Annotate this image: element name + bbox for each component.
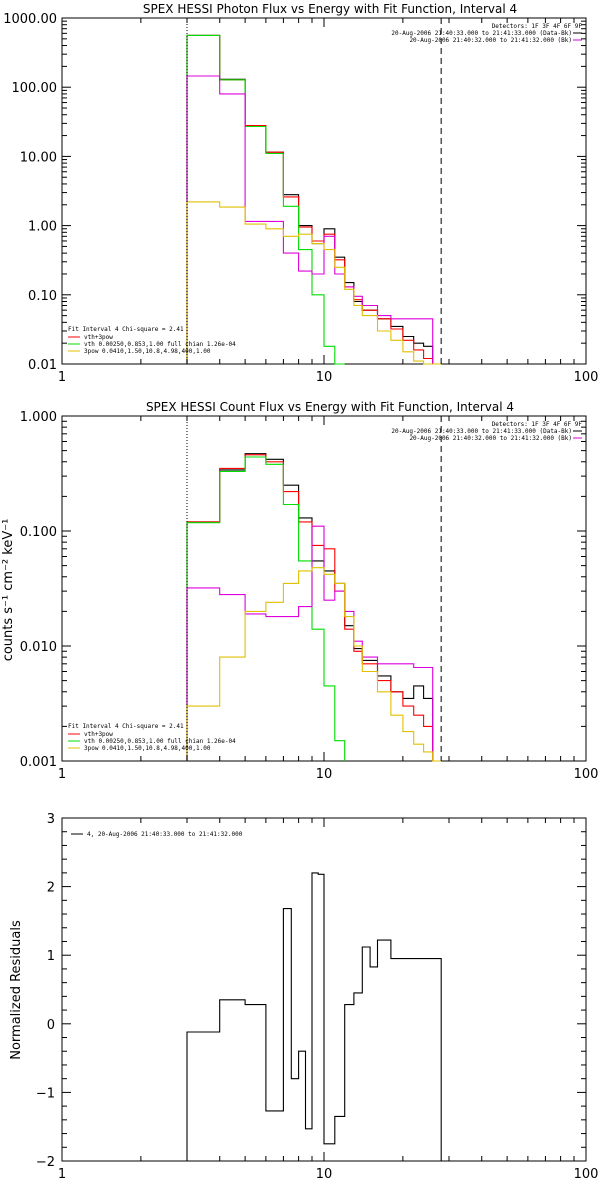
photon-chart-title: SPEX HESSI Photon Flux vs Energy with Fi… — [143, 2, 517, 16]
count-y-axis: 1.000 0.100 0.010 0.001 — [20, 410, 586, 770]
residuals-series-group — [186, 872, 442, 1161]
residuals-ytick-label: 2 — [47, 881, 55, 896]
photon-vlines — [186, 18, 442, 364]
count-ytick-label: 0.001 — [20, 755, 57, 770]
photon-x-axis: 1 10 100 — [58, 18, 599, 385]
photon-info-line-2: 20-Aug-2006 21:40:33.000 to 21:41:33.000… — [391, 30, 572, 37]
photon-ytick-label: 0.01 — [28, 358, 57, 373]
photon-flux-panel: SPEX HESSI Photon Flux vs Energy with Fi… — [3, 2, 598, 385]
residuals-ytick-label: 1 — [47, 949, 55, 964]
count-ytick-label: 0.100 — [20, 525, 57, 540]
count-chart-title: SPEX HESSI Count Flux vs Energy with Fit… — [146, 400, 514, 414]
count-fit-line-3: vth 0.00250,0.853,1.00 full chian 1.26e-… — [84, 738, 236, 745]
photon-ytick-label: 10.00 — [20, 150, 57, 165]
photon-ytick-label: 0.10 — [28, 289, 57, 304]
count-ytick-label: 0.010 — [20, 640, 57, 655]
photon-fit-line-2: vth+3pow — [84, 334, 113, 341]
residuals-xtick-label: 100 — [574, 1167, 599, 1182]
count-ytick-label: 1.000 — [20, 410, 57, 425]
residuals-ytick-label: −2 — [36, 1155, 55, 1170]
photon-series-total — [186, 34, 442, 365]
count-series-power — [186, 567, 442, 762]
photon-xtick-label: 10 — [316, 370, 333, 385]
count-fit-line-2: vth+3pow — [84, 731, 113, 738]
photon-info-line-1: Detectors: 1F 3F 4F 6F 9F — [492, 23, 583, 30]
count-flux-panel: SPEX HESSI Count Flux vs Energy with Fit… — [1, 400, 598, 782]
photon-info-line-3: 20-Aug-2006 21:40:32.000 to 21:41:32.000… — [409, 37, 572, 44]
count-fit-line-1: Fit Interval 4 Chi-square = 2.41 — [68, 723, 184, 730]
photon-fit-line-4: 3pow 0.0410,1.50,10.8,4.98,400,1.00 — [84, 348, 211, 355]
photon-xtick-label: 100 — [574, 370, 599, 385]
count-vlines — [186, 416, 442, 761]
count-fit-line-4: 3pow 0.0410,1.50,10.8,4.98,400,1.00 — [84, 745, 211, 752]
photon-ytick-label: 100.00 — [12, 81, 58, 96]
residuals-xtick-label: 10 — [316, 1167, 333, 1182]
count-xtick-label: 100 — [574, 767, 599, 782]
residuals-legend-text: 4, 20-Aug-2006 21:40:33.000 to 21:41:32.… — [87, 831, 243, 838]
photon-ytick-label: 1000.00 — [3, 12, 57, 27]
count-series-bk — [186, 525, 442, 762]
photon-ytick-label: 1.00 — [28, 220, 57, 235]
count-y-axis-label: counts s⁻¹ cm⁻² keV⁻¹ — [1, 519, 16, 662]
count-series-thermal — [186, 456, 346, 761]
count-info-line-1: Detectors: 1F 3F 4F 6F 9F — [492, 421, 583, 428]
count-xtick-label: 10 — [316, 767, 333, 782]
residuals-ytick-label: −1 — [36, 1086, 55, 1101]
photon-fit-line-3: vth 0.00250,0.853,1.00 full chian 1.26e-… — [84, 341, 236, 348]
residuals-ytick-label: 0 — [47, 1018, 55, 1033]
count-x-axis: 1 10 100 — [58, 416, 599, 782]
count-info-line-2: 20-Aug-2006 21:40:33.000 to 21:41:33.000… — [391, 428, 572, 435]
residuals-series-residual — [186, 872, 442, 1161]
count-xtick-label: 1 — [58, 767, 66, 782]
residuals-ytick-label: 3 — [47, 812, 55, 827]
residuals-y-axis-label: Normalized Residuals — [9, 920, 24, 1060]
residuals-xtick-label: 1 — [58, 1167, 66, 1182]
photon-series-bk — [186, 75, 442, 365]
photon-series-power — [186, 201, 442, 365]
count-series-group — [186, 453, 442, 762]
count-info-line-3: 20-Aug-2006 21:40:32.000 to 21:41:32.000… — [409, 435, 572, 442]
photon-fit-line-1: Fit Interval 4 Chi-square = 2.41 — [68, 326, 184, 333]
residuals-y-axis: 3 2 1 0 −1 −2 — [36, 812, 586, 1170]
photon-xtick-label: 1 — [58, 370, 66, 385]
photon-series-group — [186, 34, 442, 365]
residuals-x-axis: 1 10 100 — [58, 818, 599, 1182]
photon-y-axis: 1000.00 100.00 10.00 1.00 0.10 0.01 — [3, 12, 586, 373]
